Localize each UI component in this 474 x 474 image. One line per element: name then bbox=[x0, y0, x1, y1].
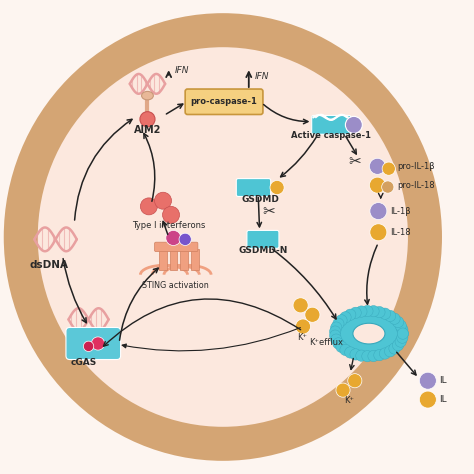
Circle shape bbox=[345, 347, 356, 358]
Circle shape bbox=[369, 158, 385, 174]
Circle shape bbox=[395, 336, 406, 347]
Circle shape bbox=[333, 318, 344, 329]
Ellipse shape bbox=[4, 13, 442, 461]
Circle shape bbox=[392, 339, 404, 351]
Circle shape bbox=[340, 344, 351, 356]
Text: Active caspase-1: Active caspase-1 bbox=[291, 131, 371, 140]
Circle shape bbox=[370, 224, 387, 241]
Circle shape bbox=[346, 117, 362, 133]
Circle shape bbox=[356, 350, 367, 361]
FancyBboxPatch shape bbox=[66, 328, 120, 359]
Circle shape bbox=[329, 330, 341, 341]
FancyBboxPatch shape bbox=[312, 116, 351, 134]
Circle shape bbox=[374, 349, 385, 361]
Bar bbox=[191, 249, 199, 270]
Text: K⁺efflux: K⁺efflux bbox=[310, 338, 344, 347]
Circle shape bbox=[379, 308, 391, 319]
Circle shape bbox=[340, 311, 351, 323]
Circle shape bbox=[369, 177, 385, 193]
Circle shape bbox=[330, 322, 342, 333]
FancyBboxPatch shape bbox=[185, 89, 263, 115]
Circle shape bbox=[336, 383, 350, 397]
Circle shape bbox=[295, 319, 310, 334]
Circle shape bbox=[350, 349, 361, 360]
Circle shape bbox=[389, 343, 400, 354]
Text: IL-18: IL-18 bbox=[390, 228, 411, 237]
Circle shape bbox=[384, 310, 396, 321]
Circle shape bbox=[179, 233, 191, 246]
Text: IFN: IFN bbox=[255, 72, 269, 81]
Circle shape bbox=[382, 162, 395, 175]
Circle shape bbox=[345, 309, 356, 320]
Ellipse shape bbox=[36, 46, 409, 428]
Circle shape bbox=[395, 320, 406, 331]
Circle shape bbox=[382, 181, 394, 193]
Circle shape bbox=[330, 334, 342, 345]
Circle shape bbox=[329, 326, 341, 337]
Ellipse shape bbox=[353, 323, 385, 344]
Circle shape bbox=[333, 338, 344, 349]
Ellipse shape bbox=[334, 310, 404, 357]
Text: AIM2: AIM2 bbox=[134, 125, 161, 136]
Circle shape bbox=[379, 348, 391, 359]
Circle shape bbox=[356, 306, 367, 317]
Text: pro-caspase-1: pro-caspase-1 bbox=[191, 97, 257, 106]
Text: ✂: ✂ bbox=[263, 203, 275, 219]
Circle shape bbox=[336, 315, 347, 326]
Bar bbox=[170, 249, 177, 270]
Circle shape bbox=[368, 350, 379, 362]
Circle shape bbox=[140, 112, 155, 127]
Text: Type I interferons: Type I interferons bbox=[132, 220, 205, 229]
Ellipse shape bbox=[142, 91, 154, 100]
Text: IFN: IFN bbox=[175, 66, 189, 75]
Circle shape bbox=[270, 181, 284, 195]
Circle shape bbox=[336, 341, 347, 353]
Circle shape bbox=[419, 372, 437, 389]
Circle shape bbox=[419, 391, 437, 408]
Circle shape bbox=[397, 332, 408, 343]
Circle shape bbox=[163, 206, 180, 223]
Circle shape bbox=[397, 324, 408, 335]
Circle shape bbox=[384, 346, 396, 357]
Text: IL: IL bbox=[438, 376, 447, 385]
Circle shape bbox=[374, 306, 385, 318]
Circle shape bbox=[350, 307, 361, 319]
Text: cGAS: cGAS bbox=[71, 358, 97, 367]
Text: dsDNA: dsDNA bbox=[29, 260, 68, 270]
Circle shape bbox=[293, 298, 308, 313]
Text: IL: IL bbox=[438, 395, 447, 404]
Circle shape bbox=[368, 306, 379, 317]
Text: GSDMD-N: GSDMD-N bbox=[238, 246, 288, 255]
Circle shape bbox=[362, 351, 373, 362]
Circle shape bbox=[362, 305, 373, 317]
Circle shape bbox=[392, 316, 404, 328]
Circle shape bbox=[397, 328, 409, 339]
Circle shape bbox=[83, 341, 94, 352]
Circle shape bbox=[305, 307, 320, 322]
FancyBboxPatch shape bbox=[247, 230, 279, 248]
Circle shape bbox=[389, 313, 400, 324]
Circle shape bbox=[91, 337, 105, 350]
Text: pro-IL-18: pro-IL-18 bbox=[397, 181, 435, 190]
Circle shape bbox=[155, 192, 172, 209]
Text: STING activation: STING activation bbox=[142, 281, 209, 290]
FancyBboxPatch shape bbox=[155, 242, 198, 252]
Text: IL-1β: IL-1β bbox=[390, 207, 411, 216]
Bar bbox=[181, 249, 188, 270]
Circle shape bbox=[348, 374, 362, 388]
Text: pro-IL-1β: pro-IL-1β bbox=[397, 162, 435, 171]
Text: ✂: ✂ bbox=[348, 154, 361, 169]
Text: K⁺: K⁺ bbox=[297, 333, 307, 342]
Text: K⁺: K⁺ bbox=[344, 396, 354, 405]
Circle shape bbox=[370, 202, 387, 219]
Circle shape bbox=[397, 328, 409, 339]
Bar bbox=[159, 249, 167, 270]
Circle shape bbox=[166, 230, 181, 246]
Circle shape bbox=[140, 198, 157, 215]
Text: GSDMD: GSDMD bbox=[242, 195, 280, 204]
FancyBboxPatch shape bbox=[237, 179, 271, 197]
